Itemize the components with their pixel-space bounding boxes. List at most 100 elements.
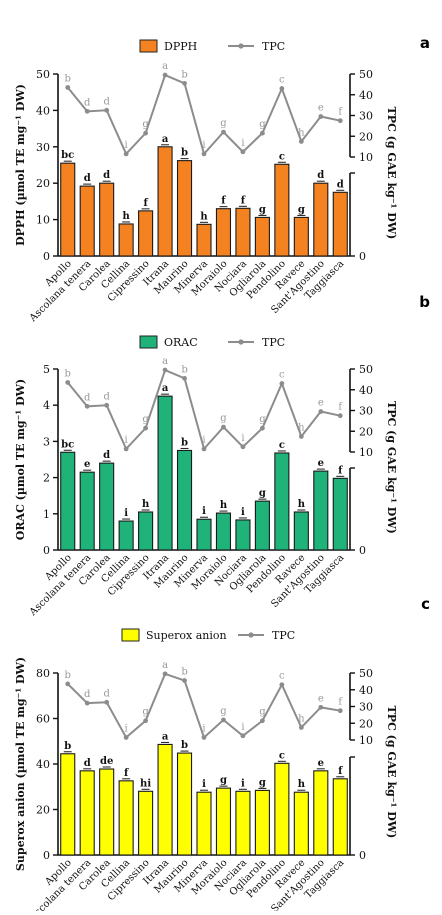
bar-significance-letter: b — [64, 741, 71, 752]
bar — [215, 512, 232, 551]
left-axis-title: ORAC (µmol TE mg⁻¹ DW) — [14, 379, 27, 540]
right-axis-title: TPC (g GAE kg⁻¹ DW) — [385, 107, 398, 240]
left-tick-label: 0 — [43, 544, 50, 557]
right-tick-label: 0 — [359, 849, 366, 862]
bar-significance-letter: b — [181, 740, 188, 751]
bar-significance-letter: i — [124, 508, 128, 519]
bar — [313, 470, 329, 551]
tpc-point — [143, 130, 149, 136]
legend-line-marker — [238, 339, 244, 345]
tpc-significance-letter: i — [125, 435, 128, 446]
bar — [274, 163, 290, 257]
left-tick-label: 50 — [36, 68, 50, 81]
bar — [99, 182, 115, 257]
tpc-point — [298, 434, 304, 439]
bar-significance-letter: h — [298, 499, 306, 510]
tpc-point — [260, 130, 265, 136]
bar-significance-letter: d — [103, 450, 110, 461]
legend-bar-swatch — [121, 628, 140, 642]
tpc-significance-letter: b — [65, 73, 71, 84]
right-tick-label: 10 — [359, 151, 373, 164]
right-axis: 10 20 30 40 50 0 TPC (g GAE kg⁻¹ DW) — [349, 363, 398, 557]
tpc-significance-letter: h — [298, 127, 305, 138]
bar — [118, 223, 134, 257]
tpc-point — [201, 446, 207, 452]
tpc-point — [240, 149, 246, 155]
tpc-point — [104, 699, 110, 705]
tpc-point — [318, 704, 324, 710]
bar — [79, 471, 95, 551]
bar-significance-letter: f — [124, 768, 129, 779]
tpc-significance-letter: d — [84, 392, 91, 403]
tpc-significance-letter: b — [65, 670, 71, 681]
tpc-significance-letter: f — [338, 402, 343, 413]
tpc-significance-letter: g — [142, 707, 149, 718]
left-tick-label: 5 — [43, 363, 50, 376]
bar-significance-letter: a — [162, 731, 169, 742]
tpc-significance-letter: i — [202, 723, 205, 734]
left-tick-label: 60 — [36, 713, 50, 726]
tpc-point — [201, 151, 207, 157]
tpc-significance-letter: g — [220, 706, 227, 717]
tpc-point — [123, 151, 129, 157]
tpc-point — [143, 718, 149, 724]
left-axis-title: Superox anion (µmol TE mg⁻¹ DW) — [14, 657, 27, 871]
bar — [254, 216, 270, 257]
tpc-significance-letter: i — [202, 140, 205, 151]
bar — [60, 162, 76, 257]
bar-significance-letter: b — [181, 148, 188, 159]
line-series: b d d i g a b i g i g c h e f — [65, 356, 343, 452]
bar — [313, 770, 329, 856]
left-tick-label: 1 — [43, 508, 50, 521]
bar — [138, 210, 154, 257]
bar-significance-letter: b — [181, 437, 188, 448]
tpc-point — [123, 735, 129, 740]
right-tick-label: 20 — [359, 425, 373, 438]
panel-label: c — [421, 595, 430, 613]
bar — [196, 223, 212, 257]
left-tick-label: 20 — [36, 804, 50, 817]
bar — [79, 185, 95, 257]
tpc-significance-letter: d — [103, 688, 110, 699]
legend-line-label: TPC — [262, 336, 285, 349]
tpc-significance-letter: i — [241, 138, 244, 149]
bar — [293, 216, 309, 257]
right-tick-label: 40 — [359, 384, 373, 397]
bar — [274, 452, 290, 551]
right-axis: 10 20 30 40 50 0 TPC (g GAE kg⁻¹ DW) — [349, 667, 398, 862]
left-axis: 0 10 20 30 40 50 DPPH (µmol TE mg⁻¹ DW) — [14, 68, 59, 263]
tpc-significance-letter: g — [259, 119, 266, 130]
bar — [60, 451, 76, 551]
tpc-significance-letter: h — [298, 422, 305, 433]
tpc-point — [182, 80, 187, 86]
tpc-significance-letter: e — [318, 693, 324, 704]
right-tick-label: 40 — [359, 684, 373, 697]
legend: ORAC TPC — [139, 335, 285, 349]
tpc-significance-letter: d — [84, 97, 91, 108]
tpc-significance-letter: c — [279, 75, 285, 86]
tpc-significance-letter: d — [84, 689, 91, 700]
bar — [254, 500, 270, 551]
bar-significance-letter: i — [241, 778, 245, 789]
legend-bar-swatch — [139, 335, 158, 349]
tpc-significance-letter: b — [181, 69, 187, 80]
legend: DPPH TPC — [139, 39, 285, 53]
tpc-significance-letter: c — [279, 370, 285, 381]
tpc-point — [318, 409, 324, 414]
tpc-significance-letter: a — [162, 61, 168, 72]
tpc-point — [221, 717, 226, 723]
left-tick-label: 30 — [36, 141, 50, 154]
tpc-significance-letter: b — [65, 368, 71, 379]
bar — [215, 787, 232, 856]
bar — [157, 395, 173, 551]
left-tick-label: 40 — [36, 758, 50, 771]
bar — [196, 791, 212, 856]
tpc-point — [279, 381, 285, 386]
legend-bar-label: Superox anion — [146, 629, 227, 642]
tpc-significance-letter: g — [220, 118, 227, 129]
right-tick-label: 20 — [359, 130, 373, 143]
tpc-point — [162, 72, 168, 78]
left-axis: 0 20 40 60 80 Superox anion (µmol TE mg⁻¹ DW) — [14, 657, 59, 871]
right-tick-label: 0 — [359, 544, 366, 557]
